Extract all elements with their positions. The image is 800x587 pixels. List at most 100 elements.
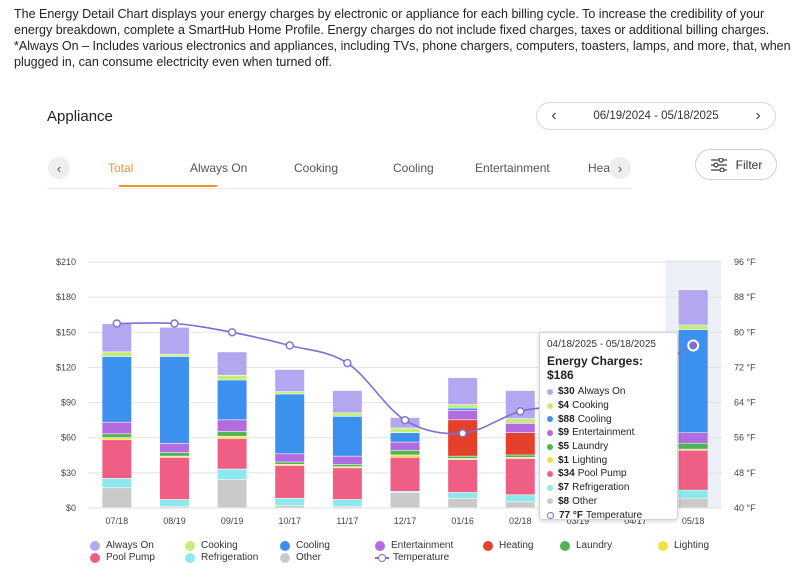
legend-label: Cooking [201, 540, 238, 551]
filter-button[interactable]: Filter [695, 149, 777, 180]
y2-tick-label: 80 °F [734, 327, 756, 337]
tab-always-on[interactable]: Always On [190, 161, 248, 175]
tab-entertainment[interactable]: Entertainment [475, 161, 550, 175]
tooltip-row-cooling: $88 Cooling [547, 412, 670, 426]
legend-swatch [658, 540, 668, 551]
y-tick-label: $210 [56, 257, 76, 267]
legend-swatch [483, 540, 493, 551]
tooltip-value: $5 [558, 441, 570, 453]
legend-label: Lighting [674, 540, 710, 551]
legend-item-entertainment[interactable]: Entertainment [375, 540, 453, 551]
legend-item-cooling[interactable]: Cooling [280, 540, 330, 551]
y2-tick-label: 88 °F [734, 292, 756, 302]
bar-segment-always-on [159, 327, 189, 354]
legend-label: Refrigeration [201, 552, 259, 563]
tooltip-label: Pool Pump [577, 468, 627, 480]
bar-segment-cooling [275, 394, 305, 454]
bar-segment-other [448, 498, 478, 508]
tooltip-value: $7 [558, 482, 570, 494]
bar-segment-cooking [390, 428, 420, 433]
always-on-note: *Always On – Includes various electronic… [14, 39, 791, 69]
bar-segment-laundry [448, 456, 478, 459]
legend-item-laundry[interactable]: Laundry [560, 540, 612, 551]
bar-segment-cooling [390, 433, 420, 442]
x-tick-label: 04/17 [624, 516, 647, 526]
chevron-left-icon: ‹ [56, 160, 62, 176]
legend-swatch [90, 540, 100, 551]
bar-segment-refrigeration [332, 499, 362, 507]
bar-segment-pool-pump [390, 457, 420, 491]
temperature-point [400, 415, 410, 425]
bar-segment-refrigeration [448, 492, 478, 499]
bar-segment-lighting [332, 467, 362, 468]
tab-total[interactable]: Total [108, 161, 134, 175]
bar-segment-other [217, 479, 247, 508]
tooltip-swatch [547, 443, 553, 450]
tooltip-row-temperature: 77 °F Temperature [547, 508, 670, 522]
tooltip-row-lighting: $1 Lighting [547, 453, 670, 467]
bar-segment-other [678, 498, 708, 508]
bar-segment-cooking [275, 392, 305, 394]
bar-segment-pool-pump [102, 440, 132, 479]
bar-segment-laundry [275, 462, 305, 465]
legend-item-temperature[interactable]: Temperature [375, 552, 449, 563]
temperature-point [170, 319, 179, 328]
category-tabs: ‹ Total Always On Cooking Cooling Entert… [47, 152, 632, 189]
tooltip-value: $9 [558, 427, 570, 439]
bar-segment-pool-pump [159, 457, 189, 500]
tooltip-value: $88 [558, 413, 575, 425]
tooltip-swatch [547, 416, 553, 423]
y2-tick-label: 96 °F [734, 257, 756, 267]
tab-cooling[interactable]: Cooling [393, 161, 434, 175]
legend-item-always-on[interactable]: Always On [90, 540, 154, 551]
sliders-icon [710, 157, 727, 172]
legend-item-pool-pump[interactable]: Pool Pump [90, 552, 155, 563]
bar-segment-heating [448, 420, 478, 456]
legend-item-lighting[interactable]: Lighting [658, 540, 709, 551]
tooltip-swatch [547, 470, 553, 477]
bar-segment-entertainment [390, 442, 420, 450]
chevron-left-icon[interactable]: ‹ [551, 107, 557, 124]
bar-segment-other [390, 492, 420, 508]
bar-segment-refrigeration [217, 469, 247, 480]
bar-segment-lighting [390, 455, 420, 458]
legend-item-other[interactable]: Other [280, 552, 321, 563]
x-tick-label: 08/19 [163, 516, 186, 526]
bar-segment-pool-pump [275, 465, 305, 499]
x-tick-label: 09/19 [221, 516, 244, 526]
bar-segment-refrigeration [505, 495, 535, 502]
legend-item-heating[interactable]: Heating [483, 540, 533, 551]
legend-swatch [185, 540, 195, 551]
y-tick-label: $180 [56, 292, 76, 302]
bar-segment-cooking [448, 404, 478, 408]
bar-segment-entertainment [505, 423, 535, 433]
tab-cooking[interactable]: Cooking [294, 161, 339, 175]
bar-segment-laundry [159, 452, 189, 456]
bar-segment-refrigeration [678, 490, 708, 499]
bar-segment-cooling [448, 408, 478, 411]
x-tick-label: 03/19 [567, 516, 590, 526]
tooltip-row-cooking: $4 Cooking [547, 399, 670, 413]
x-tick-label: 12/17 [394, 516, 417, 526]
legend-item-cooking[interactable]: Cooking [185, 540, 238, 551]
bar-segment-refrigeration [159, 499, 189, 507]
y-tick-label: $150 [56, 327, 76, 337]
temperature-point [227, 328, 237, 337]
temperature-point [458, 429, 467, 438]
tooltip-value: $1 [558, 454, 570, 466]
chevron-right-icon[interactable]: › [755, 107, 761, 124]
bar-segment-entertainment [159, 443, 189, 453]
tab-scroll-left-button[interactable]: ‹ [48, 157, 70, 179]
bar-segment-cooking [332, 413, 362, 417]
chart-legend: Always On Cooking Cooling Entertainment Heat… [90, 540, 790, 570]
tab-heating[interactable]: Hea [588, 161, 611, 175]
legend-label: Other [296, 552, 322, 563]
temperature-point [285, 341, 294, 350]
y2-tick-label: 64 °F [734, 398, 756, 408]
legend-item-refrigeration[interactable]: Refrigeration [185, 552, 258, 563]
bar-segment-other [505, 502, 535, 508]
bar-segment-lighting [217, 436, 247, 439]
tab-scroll-right-button[interactable]: › [609, 157, 631, 179]
tooltip-value: $34 [558, 468, 575, 480]
bar-segment-cooking [217, 375, 247, 380]
